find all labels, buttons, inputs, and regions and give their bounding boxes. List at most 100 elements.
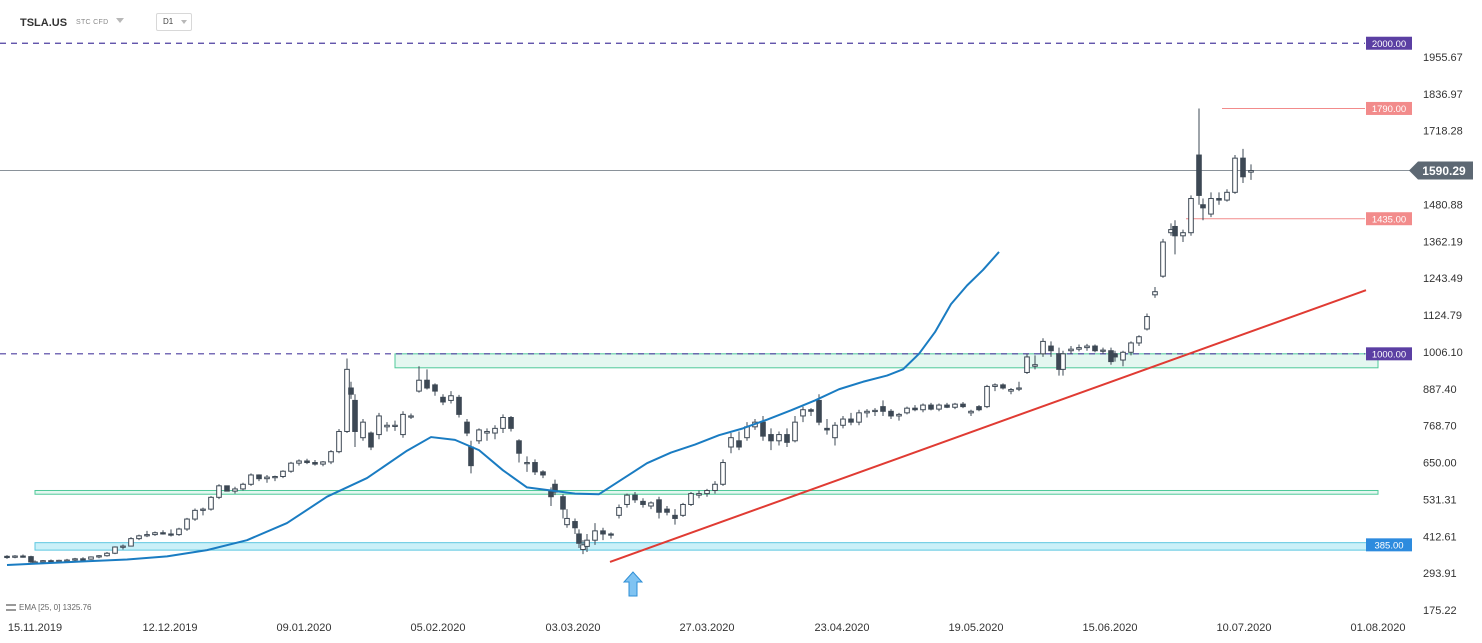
candle[interactable]	[348, 381, 354, 399]
candle[interactable]	[600, 527, 606, 541]
candle[interactable]	[576, 529, 582, 548]
candle[interactable]	[1216, 192, 1222, 205]
candle[interactable]	[696, 490, 702, 499]
candle[interactable]	[532, 459, 538, 475]
candle[interactable]	[112, 546, 118, 555]
candle[interactable]	[648, 501, 654, 510]
price-zone[interactable]	[394, 353, 1379, 369]
candle[interactable]	[704, 488, 710, 497]
candle[interactable]	[192, 508, 198, 521]
candle[interactable]	[208, 496, 214, 511]
candle[interactable]	[936, 403, 942, 412]
candle[interactable]	[840, 415, 846, 429]
candle[interactable]	[792, 415, 798, 443]
candle[interactable]	[392, 420, 398, 431]
candle[interactable]	[968, 409, 974, 416]
candle[interactable]	[120, 544, 126, 550]
candle[interactable]	[1040, 338, 1046, 357]
candle[interactable]	[992, 383, 998, 392]
candle[interactable]	[1240, 148, 1246, 183]
candle[interactable]	[344, 358, 350, 434]
candle[interactable]	[328, 450, 334, 465]
candle[interactable]	[440, 394, 446, 406]
candle[interactable]	[1172, 220, 1178, 255]
candle[interactable]	[336, 428, 342, 454]
candle[interactable]	[320, 460, 326, 467]
candle[interactable]	[304, 458, 310, 465]
candle[interactable]	[1084, 343, 1090, 351]
candle[interactable]	[516, 439, 522, 463]
candle[interactable]	[1180, 229, 1186, 243]
candle[interactable]	[248, 473, 254, 486]
candle[interactable]	[1120, 350, 1126, 367]
candle[interactable]	[272, 475, 278, 482]
candle[interactable]	[312, 460, 318, 466]
candle[interactable]	[592, 523, 598, 545]
candle[interactable]	[736, 431, 742, 451]
level-label-box[interactable]	[1366, 347, 1412, 361]
candle[interactable]	[824, 419, 830, 435]
candle[interactable]	[500, 414, 506, 434]
candle[interactable]	[4, 555, 10, 559]
level-label-box[interactable]	[1366, 212, 1412, 226]
candle[interactable]	[484, 428, 490, 441]
candle[interactable]	[912, 405, 918, 412]
candle[interactable]	[144, 530, 150, 538]
price-axis-area[interactable]	[1415, 0, 1482, 643]
candle[interactable]	[432, 383, 438, 396]
candle[interactable]	[1024, 353, 1030, 375]
candle[interactable]	[1136, 335, 1142, 347]
candle[interactable]	[1196, 108, 1202, 205]
candle[interactable]	[832, 422, 838, 446]
indicator-legend[interactable]: EMA [25, 0] 1325.76	[6, 603, 92, 612]
candle[interactable]	[768, 428, 774, 451]
candle[interactable]	[240, 482, 246, 491]
candle[interactable]	[464, 419, 470, 437]
candle[interactable]	[104, 551, 110, 557]
candle[interactable]	[1016, 381, 1022, 392]
candle[interactable]	[136, 534, 142, 541]
candle[interactable]	[540, 470, 546, 479]
symbol-name[interactable]: TSLA.US	[20, 17, 68, 29]
candle[interactable]	[960, 401, 966, 409]
candle[interactable]	[168, 529, 174, 537]
candle[interactable]	[616, 504, 622, 519]
candle[interactable]	[256, 474, 262, 482]
candle[interactable]	[664, 506, 670, 516]
candle[interactable]	[184, 517, 190, 531]
candle[interactable]	[712, 481, 718, 494]
level-label-box[interactable]	[1366, 101, 1412, 115]
candle[interactable]	[552, 479, 558, 496]
level-label-box[interactable]	[1366, 538, 1412, 552]
candle[interactable]	[456, 394, 462, 418]
candle[interactable]	[640, 498, 646, 508]
candle[interactable]	[944, 402, 950, 409]
trendline[interactable]	[609, 289, 1367, 563]
candle[interactable]	[564, 509, 570, 528]
candle[interactable]	[1048, 341, 1054, 357]
candle[interactable]	[888, 409, 894, 420]
candle[interactable]	[128, 537, 134, 547]
candle[interactable]	[368, 431, 374, 451]
candle[interactable]	[680, 502, 686, 517]
candle[interactable]	[632, 492, 638, 503]
candle[interactable]	[672, 509, 678, 525]
candle[interactable]	[524, 456, 530, 472]
candle[interactable]	[176, 527, 182, 536]
candle[interactable]	[584, 533, 590, 552]
candle[interactable]	[224, 485, 230, 492]
candle[interactable]	[416, 366, 422, 393]
current-price-tag[interactable]	[1409, 161, 1473, 180]
candle[interactable]	[608, 532, 614, 539]
symbol-dropdown-icon[interactable]	[116, 18, 124, 23]
candle[interactable]	[280, 470, 286, 479]
candle[interactable]	[856, 409, 862, 426]
candle[interactable]	[232, 486, 238, 494]
candle[interactable]	[896, 412, 902, 421]
candle[interactable]	[1128, 341, 1134, 356]
candle[interactable]	[1188, 195, 1194, 236]
candle[interactable]	[384, 422, 390, 432]
candle[interactable]	[624, 493, 630, 508]
candle[interactable]	[688, 492, 694, 507]
